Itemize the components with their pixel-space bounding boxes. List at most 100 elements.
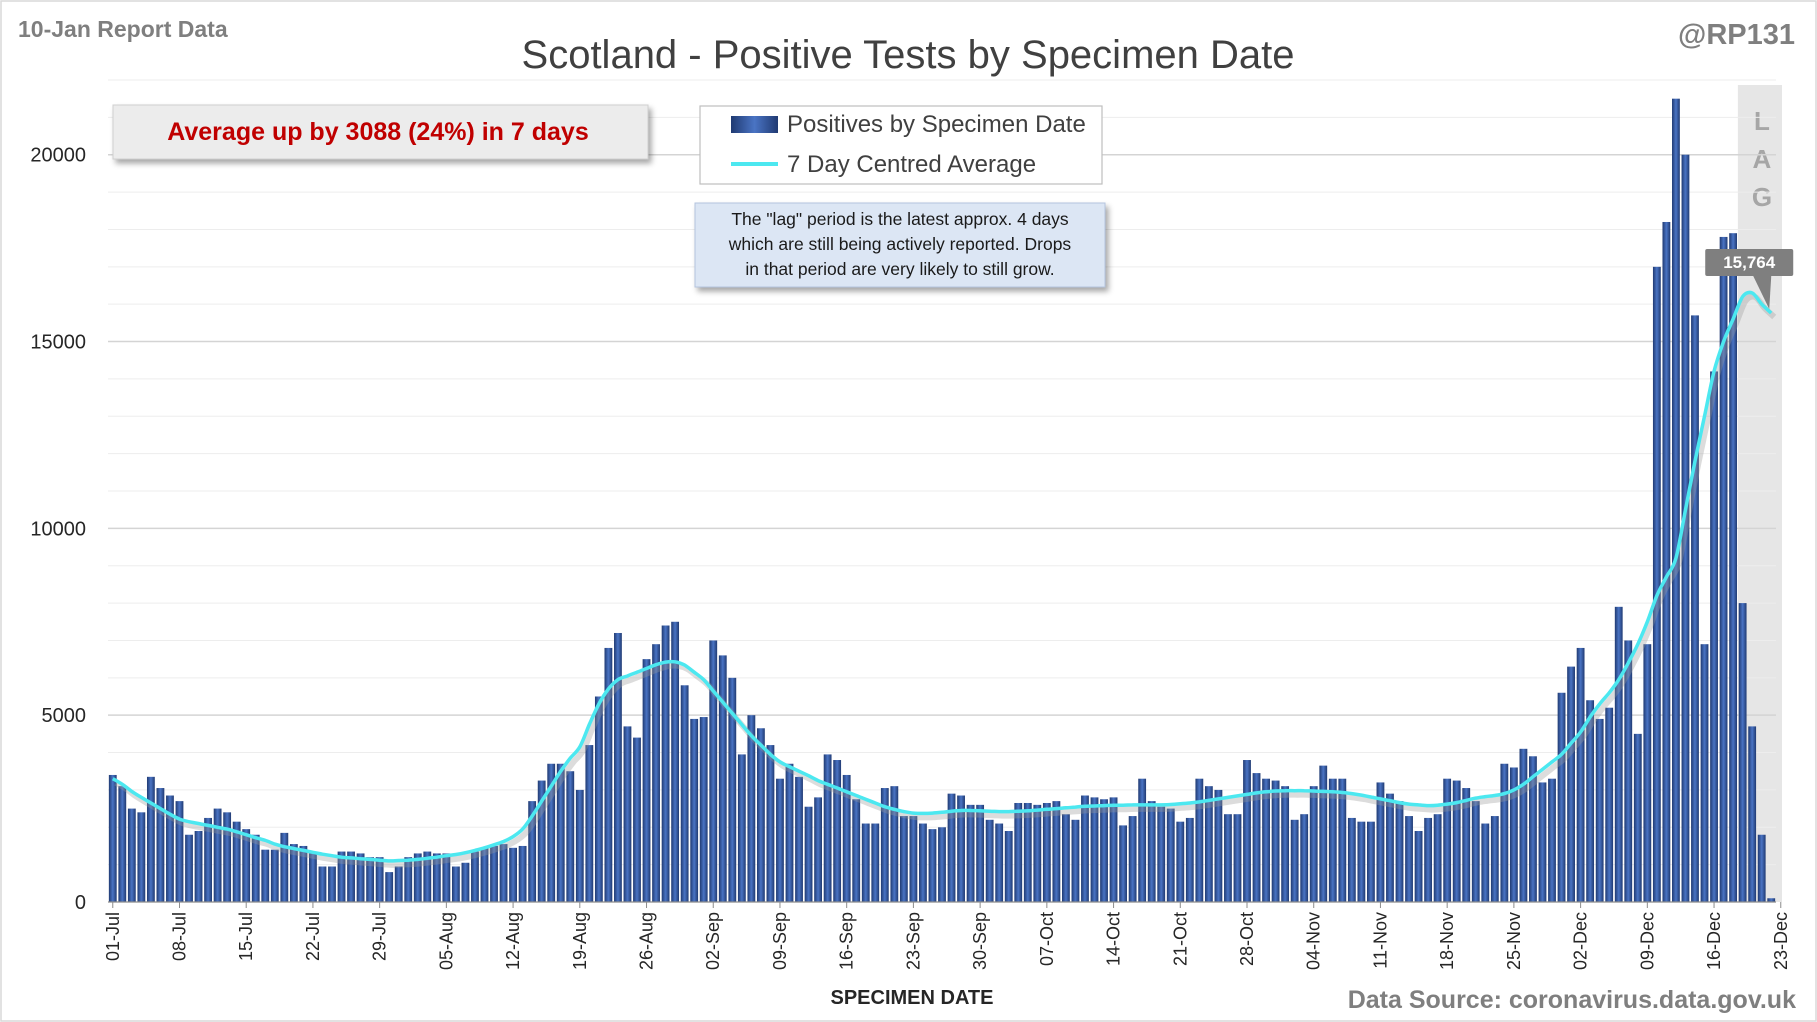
bar — [194, 831, 203, 902]
bar — [404, 857, 413, 902]
bar — [175, 801, 184, 902]
last-average-callout: 15,764 — [1705, 249, 1794, 309]
x-tick-label: 14-Oct — [1104, 912, 1124, 966]
bar — [966, 804, 975, 902]
y-tick-label: 15000 — [30, 332, 86, 354]
x-tick-label: 23-Sep — [903, 912, 923, 970]
x-tick-label: 11-Nov — [1370, 912, 1390, 969]
y-tick-label: 5000 — [42, 705, 87, 727]
x-tick-label: 16-Sep — [837, 912, 857, 970]
bar — [1204, 786, 1213, 902]
bar — [137, 812, 146, 902]
bar — [432, 853, 441, 902]
bar — [1538, 782, 1547, 902]
bar — [251, 834, 260, 902]
bar — [1119, 825, 1128, 902]
lag-letter: G — [1752, 182, 1772, 212]
author-handle: @RP131 — [1678, 19, 1795, 51]
bar — [118, 786, 127, 902]
x-tick-label: 18-Nov — [1437, 912, 1457, 970]
bar — [289, 844, 298, 902]
bar — [509, 847, 517, 902]
bar — [623, 726, 632, 902]
bar — [423, 851, 432, 902]
bar — [261, 849, 270, 902]
bar — [1300, 814, 1309, 902]
bar — [108, 774, 117, 902]
bar — [919, 823, 927, 902]
bar — [356, 853, 365, 902]
bar — [471, 851, 479, 902]
bar — [1757, 834, 1766, 902]
bar — [394, 866, 403, 902]
bar — [280, 832, 289, 902]
bar — [1748, 726, 1757, 902]
bar — [347, 851, 355, 902]
bar — [1367, 821, 1375, 902]
bar — [127, 808, 136, 902]
bar — [680, 685, 689, 902]
x-tick-label: 04-Nov — [1304, 912, 1324, 970]
bar — [146, 776, 155, 902]
bar — [1471, 801, 1480, 902]
x-tick-label: 09-Sep — [770, 912, 790, 970]
bar — [938, 827, 946, 902]
bar — [366, 857, 375, 902]
bar — [1529, 756, 1537, 902]
bar — [804, 806, 813, 902]
bar — [270, 849, 279, 902]
bar — [204, 817, 212, 902]
bar — [1443, 778, 1452, 902]
x-tick-label: 05-Aug — [436, 912, 456, 970]
bar — [1176, 821, 1185, 902]
bar — [547, 763, 556, 902]
bar — [1595, 718, 1604, 902]
x-tick-label: 16-Dec — [1704, 912, 1724, 970]
headline-text: Average up by 3088 (24%) in 7 days — [167, 118, 588, 146]
legend: Positives by Specimen Date 7 Day Centred… — [699, 105, 1103, 185]
bar — [1338, 778, 1347, 902]
x-tick-label: 02-Sep — [703, 912, 723, 970]
bar — [299, 845, 308, 902]
bar — [1490, 816, 1499, 902]
bar — [776, 778, 784, 902]
bar — [747, 715, 756, 902]
bar — [1405, 816, 1413, 902]
bar — [737, 754, 746, 902]
bar — [1462, 788, 1471, 902]
bar — [1414, 831, 1423, 902]
bar — [1090, 797, 1099, 902]
x-axis-label: SPECIMEN DATE — [831, 987, 994, 1009]
bar — [823, 754, 832, 902]
bar — [1109, 797, 1118, 902]
bar — [1767, 898, 1776, 902]
bar — [1624, 640, 1633, 902]
bar — [309, 853, 317, 902]
x-tick-label: 12-Aug — [503, 912, 523, 970]
bar — [842, 774, 851, 902]
bar — [1614, 606, 1623, 902]
bar — [499, 844, 508, 902]
x-tick-label: 08-Jul — [169, 912, 189, 961]
lag-letters: LAG — [1752, 106, 1772, 212]
bar — [1347, 817, 1356, 902]
bar — [728, 677, 737, 902]
x-tick-label: 26-Aug — [637, 912, 657, 970]
bar — [699, 717, 708, 902]
bar — [1004, 831, 1013, 902]
bar — [1652, 266, 1661, 902]
bar — [166, 795, 174, 902]
bar — [709, 640, 718, 902]
bar — [1157, 806, 1166, 902]
bar — [890, 786, 899, 902]
bar — [947, 793, 956, 902]
bar — [213, 808, 222, 902]
x-tick-label: 02-Dec — [1571, 912, 1591, 970]
bar — [985, 819, 994, 902]
x-axis-ticks: 01-Jul 08-Jul 15-Jul 22-Jul 29-Jul 05-Aug 12-A… — [103, 902, 1791, 970]
lag-letter: L — [1754, 106, 1770, 136]
bar — [1214, 789, 1223, 902]
bar — [652, 644, 660, 902]
lag-letter: A — [1753, 144, 1772, 174]
x-tick-label: 19-Aug — [570, 912, 590, 970]
